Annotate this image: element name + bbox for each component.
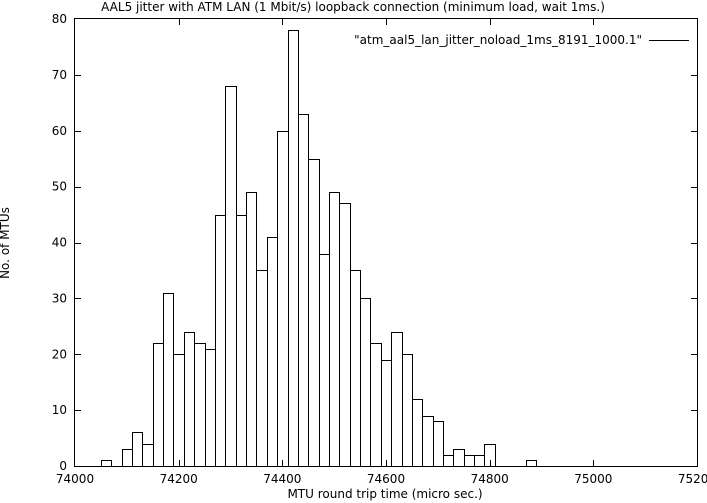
x-tick-label: 74400 bbox=[263, 472, 301, 486]
histogram-bar bbox=[422, 416, 434, 467]
x-tick-label: 74600 bbox=[367, 472, 405, 486]
y-tick-label: 60 bbox=[52, 124, 67, 138]
x-tick-label: 74200 bbox=[160, 472, 198, 486]
y-tick-label: 20 bbox=[52, 347, 67, 361]
histogram-bar bbox=[215, 215, 226, 467]
x-tick-label: 75000 bbox=[574, 472, 612, 486]
histogram-bar bbox=[184, 332, 195, 467]
y-tick-label: 40 bbox=[52, 236, 67, 250]
histogram-bar bbox=[101, 460, 112, 467]
histogram-bar bbox=[381, 360, 392, 467]
histogram-bar bbox=[329, 192, 340, 467]
axis-ticks: 0 10 20 30 40 50 60 70 80 74000 74200 74400 74600 748… bbox=[52, 12, 707, 486]
chart-title: AAL5 jitter with ATM LAN (1 Mbit/s) loop… bbox=[101, 0, 605, 14]
histogram-bar bbox=[122, 449, 133, 467]
histogram-bar bbox=[453, 449, 465, 467]
y-tick-label: 30 bbox=[52, 291, 67, 305]
histogram-bar bbox=[370, 343, 382, 467]
histogram-bar bbox=[308, 159, 320, 467]
histogram-bar bbox=[443, 455, 454, 467]
histogram-bar bbox=[526, 460, 537, 467]
histogram-bar bbox=[163, 293, 174, 467]
histogram-bar bbox=[339, 203, 351, 467]
y-tick-label: 10 bbox=[52, 403, 67, 417]
histogram-bar bbox=[246, 192, 257, 467]
histogram-bar bbox=[360, 298, 371, 467]
histogram-bar bbox=[132, 432, 143, 467]
histogram-bar bbox=[173, 354, 185, 467]
histogram-bar bbox=[256, 270, 268, 467]
x-tick-label: 74800 bbox=[471, 472, 509, 486]
legend-label: "atm_aal5_lan_jitter_noload_1ms_8191_100… bbox=[354, 33, 642, 47]
histogram-bar bbox=[205, 349, 216, 467]
histogram-bar bbox=[433, 421, 444, 467]
y-axis-label: No. of MTUs bbox=[0, 207, 12, 279]
y-tick-label: 70 bbox=[52, 68, 67, 82]
histogram-bar bbox=[319, 254, 330, 467]
histogram-bar bbox=[153, 343, 164, 467]
histogram-bar bbox=[277, 131, 289, 467]
plot-frame bbox=[74, 18, 698, 467]
histogram-bar bbox=[267, 237, 278, 467]
y-tick-label: 80 bbox=[52, 12, 67, 26]
x-tick-label: 74000 bbox=[56, 472, 94, 486]
histogram-bar bbox=[225, 86, 237, 467]
histogram-bar bbox=[474, 455, 485, 467]
histogram-bar bbox=[236, 215, 247, 467]
histogram-bar bbox=[402, 354, 413, 467]
histogram-bar bbox=[391, 332, 403, 467]
histogram-bar bbox=[464, 455, 475, 467]
histogram-bars bbox=[101, 30, 537, 467]
x-axis-label: MTU round trip time (micro sec.) bbox=[287, 487, 482, 501]
y-tick-label: 50 bbox=[52, 180, 67, 194]
histogram-bar bbox=[142, 444, 154, 467]
histogram-bar bbox=[194, 343, 206, 467]
histogram-bar bbox=[412, 399, 423, 467]
histogram-bar bbox=[350, 270, 361, 467]
histogram-bar bbox=[298, 114, 309, 467]
legend: "atm_aal5_lan_jitter_noload_1ms_8191_100… bbox=[354, 33, 689, 47]
x-tick-label: 75200 bbox=[678, 472, 707, 486]
histogram-bar bbox=[288, 30, 299, 467]
y-tick-label: 0 bbox=[59, 459, 67, 473]
